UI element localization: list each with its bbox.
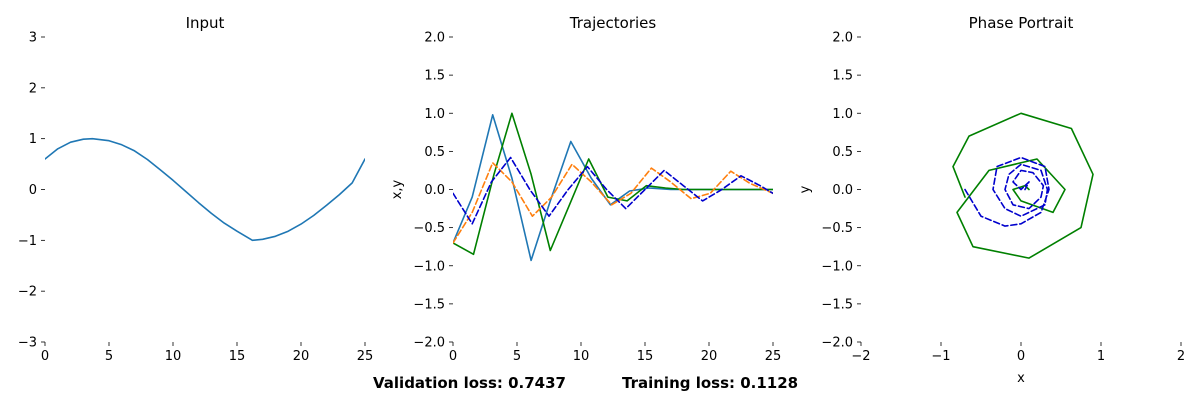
x-tick-label: 5	[513, 349, 521, 364]
x-tick-label: 0	[1017, 349, 1025, 364]
series-line-2	[964, 156, 1050, 227]
y-tick-label: 1.0	[832, 107, 853, 122]
y-tick-label: −1.5	[821, 297, 853, 312]
series-line-1	[45, 137, 365, 242]
chart-title: Input	[186, 14, 225, 32]
y-tick-label: 1.5	[424, 69, 445, 84]
x-tick-label: 2	[1177, 349, 1185, 364]
x-tick-label: −1	[931, 349, 950, 364]
subplot-3: Phase Portrait −2 −1 0 1 2 −2.0 −1.5 −1.0 −0.5 0.0…	[798, 14, 1185, 386]
subplot-2: Trajectories 0 5 10 15 20 25 −2.0 −1.5 −1.0 −0.5 0.…	[390, 14, 781, 364]
series-line-4	[453, 156, 773, 225]
y-tick-label: 1.0	[424, 107, 445, 122]
y-tick-label: 2.0	[832, 31, 853, 46]
x-tick-label: 15	[229, 349, 246, 364]
y-tick-label: 0.5	[424, 145, 445, 160]
chart-title: Trajectories	[569, 14, 657, 32]
series-line-1	[952, 112, 1094, 259]
y-axis-label: x,y	[390, 179, 405, 199]
y-tick-label: 0.5	[832, 145, 853, 160]
x-tick-label: 20	[701, 349, 718, 364]
x-tick-label: 20	[293, 349, 310, 364]
y-tick-label: 1.5	[832, 69, 853, 84]
y-tick-label: −2.0	[821, 336, 853, 351]
y-tick-label: 1	[29, 132, 37, 147]
chart-title: Phase Portrait	[969, 14, 1074, 32]
y-axis-label: y	[798, 185, 813, 193]
y-tick-label: 2.0	[424, 31, 445, 46]
training-loss-label: Training loss: 0.1128	[622, 374, 798, 392]
subplot-1: Input 0 5 10 15 20 25 −3 −2 −1 0 1 2 3	[18, 14, 373, 364]
series-line-2	[453, 112, 773, 256]
x-tick-label: 10	[573, 349, 590, 364]
x-axis-label: x	[1017, 371, 1025, 386]
y-tick-label: 3	[29, 31, 37, 46]
y-tick-label: −1	[18, 234, 37, 249]
y-tick-label: −1.0	[413, 259, 445, 274]
y-tick-label: −3	[18, 336, 37, 351]
y-tick-label: 0.0	[424, 183, 445, 198]
x-tick-label: 15	[637, 349, 654, 364]
y-tick-label: −1.5	[413, 297, 445, 312]
y-tick-label: 0.0	[832, 183, 853, 198]
series-line-3	[453, 162, 773, 244]
y-tick-label: 0	[29, 183, 37, 198]
validation-loss-label: Validation loss: 0.7437	[373, 374, 566, 392]
y-tick-label: −0.5	[821, 221, 853, 236]
y-tick-label: −2.0	[413, 336, 445, 351]
x-tick-label: 25	[765, 349, 782, 364]
y-tick-label: −1.0	[821, 259, 853, 274]
x-tick-label: −2	[851, 349, 870, 364]
x-tick-label: 0	[41, 349, 49, 364]
x-tick-label: 0	[449, 349, 457, 364]
y-tick-label: −0.5	[413, 221, 445, 236]
x-tick-label: 1	[1097, 349, 1105, 364]
x-tick-label: 5	[105, 349, 113, 364]
y-tick-label: 2	[29, 81, 37, 96]
y-tick-label: −2	[18, 285, 37, 300]
x-tick-label: 10	[165, 349, 182, 364]
x-tick-label: 25	[357, 349, 374, 364]
